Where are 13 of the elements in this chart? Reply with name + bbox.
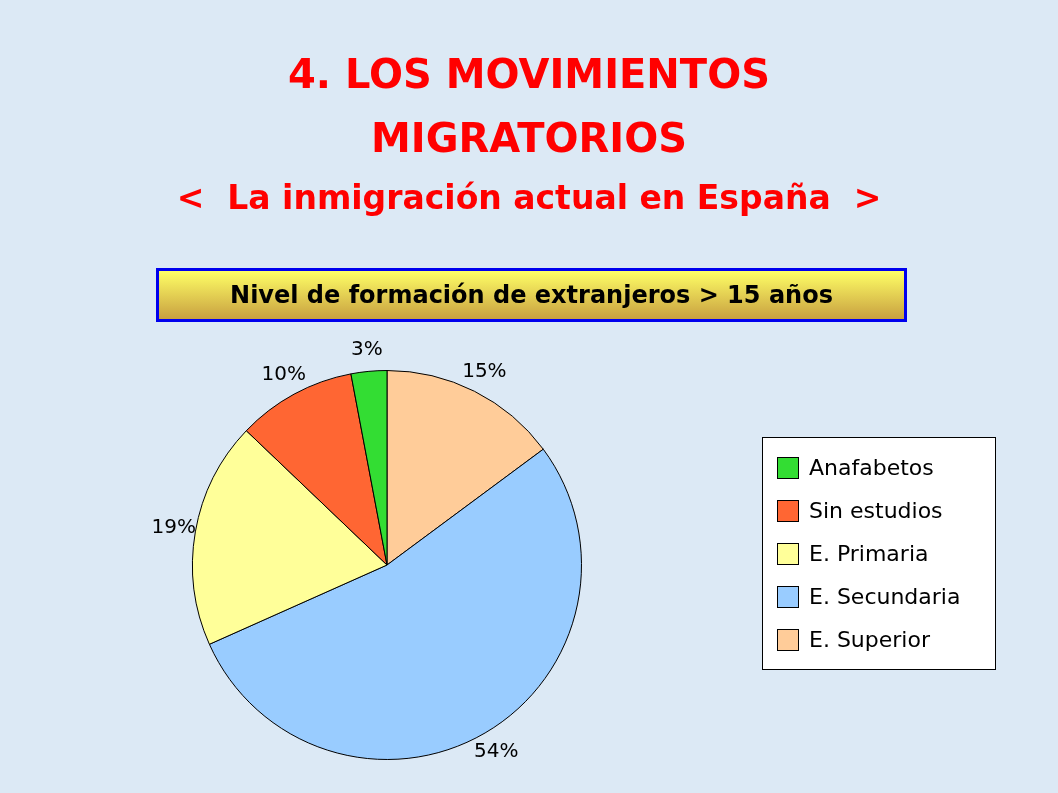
legend-label: Sin estudios: [809, 498, 943, 523]
chart-subtitle: < La inmigración actual en España >: [175, 178, 883, 217]
legend-label: E. Secundaria: [809, 584, 961, 609]
data-label: 10%: [261, 360, 306, 385]
legend-label: Anafabetos: [809, 455, 934, 480]
data-label: 19%: [151, 514, 196, 539]
data-label: 15%: [462, 357, 507, 382]
text: Nivel de formación de extranjeros > 15 años: [156, 268, 907, 322]
legend-label: E. Primaria: [809, 541, 929, 566]
data-label: 54%: [473, 738, 519, 763]
data-label: 3%: [350, 335, 383, 360]
legend-label: E. Superior: [809, 627, 930, 652]
chart-title: 4. LOS MOVIMIENTOS MIGRATORIOS: [287, 50, 771, 163]
